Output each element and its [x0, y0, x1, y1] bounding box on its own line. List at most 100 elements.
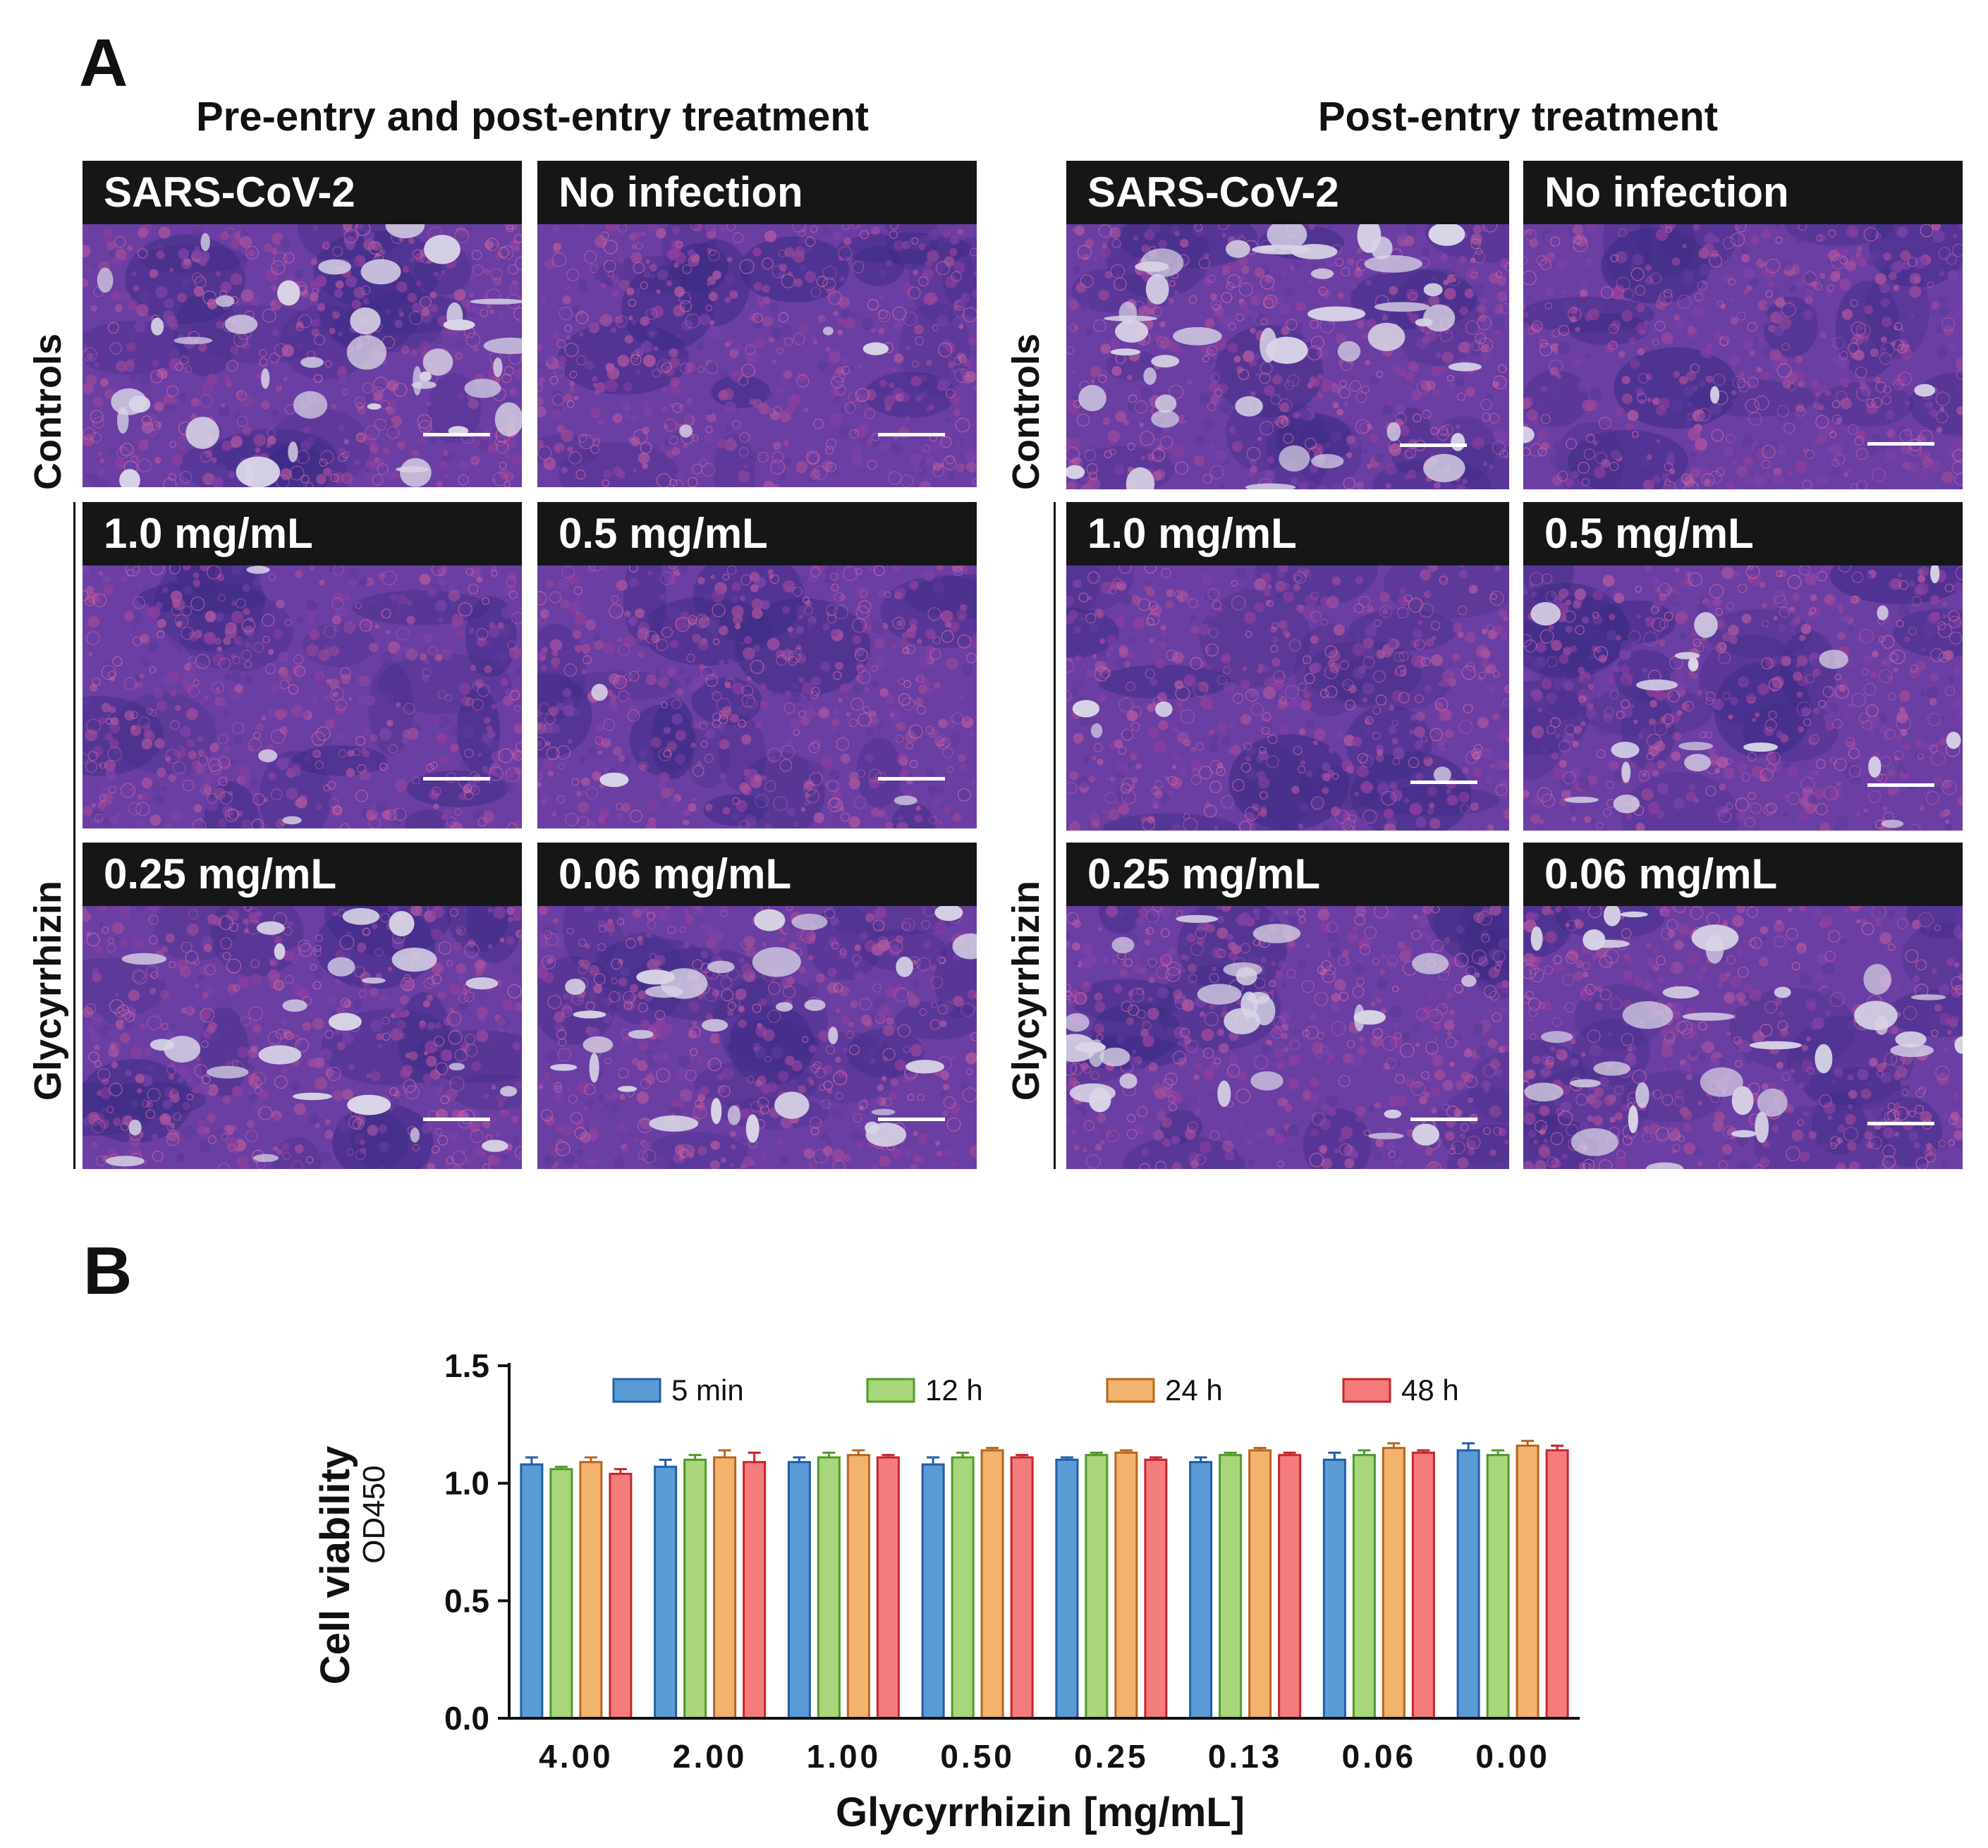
scale-bar [1867, 1122, 1934, 1125]
bar [846, 1454, 870, 1720]
x-tick-label: 0.50 [940, 1738, 1015, 1775]
bar [609, 1472, 633, 1720]
bar [1085, 1454, 1109, 1720]
bar [1456, 1449, 1480, 1720]
scale-bar [1400, 443, 1467, 447]
y-axis-label: Cell viability [312, 1446, 358, 1684]
y-tick-label: 1.5 [444, 1347, 489, 1384]
panel-label: 0.5 mg/mL [537, 502, 977, 565]
legend-label: 12 h [925, 1373, 983, 1407]
scale-bar [1410, 781, 1477, 784]
bar [579, 1461, 603, 1720]
legend-label: 48 h [1401, 1373, 1459, 1407]
x-tick-label: 4.00 [539, 1738, 614, 1775]
y-tick-label: 0.5 [444, 1582, 489, 1619]
bar [654, 1465, 678, 1720]
panel-label: No infection [1523, 161, 1963, 224]
micrograph-g1-controls-sars: SARS-CoV-2 [83, 161, 522, 487]
bar [951, 1456, 975, 1720]
x-tick-label: 0.25 [1074, 1738, 1149, 1775]
x-tick-label: 0.00 [1475, 1738, 1550, 1775]
micrograph-g1-0-25mg: 0.25 mg/mL [83, 843, 522, 1169]
bar [1411, 1451, 1435, 1720]
y-tick-label: 0.0 [444, 1700, 489, 1737]
micrograph-g2-0-06mg: 0.06 mg/mL [1523, 843, 1963, 1169]
bar [1219, 1454, 1243, 1720]
scale-bar [1867, 442, 1934, 446]
bar [1516, 1444, 1539, 1720]
scale-bar [423, 1118, 490, 1121]
x-tick-label: 0.06 [1342, 1738, 1417, 1775]
micrograph-g2-controls-noinf: No infection [1523, 161, 1963, 489]
bar [1055, 1458, 1079, 1720]
micrograph-g2-1mg: 1.0 mg/mL [1066, 502, 1509, 831]
scale-bar [1867, 783, 1934, 787]
scale-bar [878, 1118, 945, 1121]
micrograph-g2-0-5mg: 0.5 mg/mL [1523, 502, 1963, 831]
micrograph-g1-0-5mg: 0.5 mg/mL [537, 502, 977, 828]
micrograph-g1-1mg: 1.0 mg/mL [83, 502, 522, 828]
bar [787, 1461, 811, 1720]
legend-swatch [1342, 1378, 1391, 1403]
legend-label: 24 h [1165, 1373, 1223, 1407]
scale-bar [423, 777, 490, 781]
bar [921, 1463, 945, 1720]
bar [549, 1468, 573, 1720]
panel-label: 0.25 mg/mL [1066, 843, 1509, 906]
scale-bar [423, 433, 490, 436]
group-1-title: Pre-entry and post-entry treatment [196, 94, 869, 140]
x-tick-label: 0.13 [1208, 1738, 1283, 1775]
micrograph-g2-controls-sars: SARS-CoV-2 [1066, 161, 1509, 489]
panel-label: SARS-CoV-2 [1066, 161, 1509, 224]
bar [1010, 1456, 1034, 1720]
panel-label: 0.06 mg/mL [1523, 843, 1963, 906]
y-axis-sublabel: OD450 [357, 1465, 391, 1563]
panel-label: 0.5 mg/mL [1523, 502, 1963, 565]
bar [1114, 1451, 1138, 1720]
panel-label: 0.25 mg/mL [83, 843, 522, 906]
bar [980, 1449, 1004, 1720]
micrograph-g1-controls-noinf: No infection [537, 161, 977, 487]
micrograph-g2-0-25mg: 0.25 mg/mL [1066, 843, 1509, 1169]
bar [1486, 1454, 1510, 1720]
panel-label: 1.0 mg/mL [83, 502, 522, 565]
scale-bar [878, 777, 945, 781]
bar [817, 1456, 841, 1720]
bar [713, 1456, 737, 1720]
bar [1382, 1447, 1405, 1720]
legend-swatch [612, 1378, 661, 1403]
bar [1545, 1449, 1569, 1720]
legend-swatch [866, 1378, 915, 1403]
x-tick-label: 2.00 [673, 1738, 748, 1775]
micrograph-texture [83, 502, 522, 828]
panel-label: No infection [537, 161, 977, 224]
panel-a-letter: A [79, 25, 128, 101]
group-2-title: Post-entry treatment [1317, 94, 1719, 140]
panel-label: SARS-CoV-2 [83, 161, 522, 224]
x-tick-label: 1.00 [807, 1738, 882, 1775]
bar [1322, 1458, 1346, 1720]
panel-label: 1.0 mg/mL [1066, 502, 1509, 565]
bar [520, 1463, 544, 1720]
x-axis-label: Glycyrrhizin [mg/mL] [836, 1789, 1245, 1835]
group-2-glycyrrhizin-bracket [1054, 502, 1056, 1169]
scale-bar [878, 433, 945, 436]
micrograph-g1-0-06mg: 0.06 mg/mL [537, 843, 977, 1169]
bar [1278, 1454, 1302, 1720]
scale-bar [1410, 1118, 1477, 1121]
micrograph-texture [1523, 843, 1963, 1169]
bar [1144, 1458, 1168, 1720]
legend-swatch [1106, 1378, 1155, 1403]
bar [1352, 1454, 1376, 1720]
bar [683, 1458, 707, 1720]
panel-label: 0.06 mg/mL [537, 843, 977, 906]
panel-b-letter: B [83, 1233, 133, 1309]
bar [1189, 1461, 1213, 1720]
bar [876, 1456, 900, 1720]
y-tick-label: 1.0 [444, 1465, 489, 1502]
bar [1248, 1449, 1272, 1720]
legend-label: 5 min [671, 1373, 744, 1407]
bar [743, 1461, 767, 1720]
group-1-glycyrrhizin-bracket [73, 502, 75, 1169]
